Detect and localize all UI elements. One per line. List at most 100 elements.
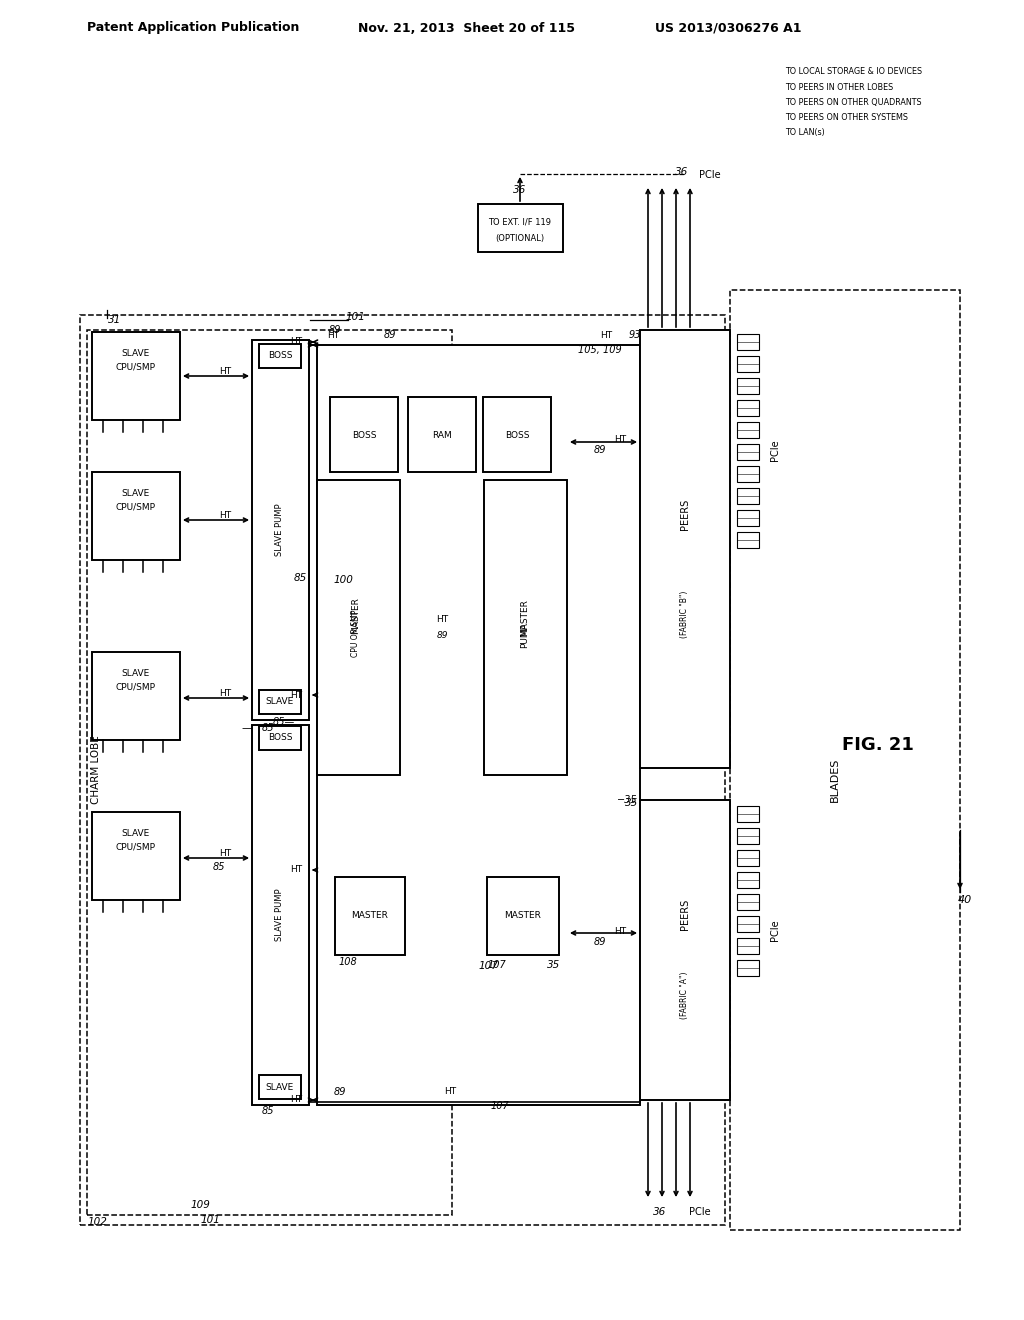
Text: RAM: RAM xyxy=(432,430,452,440)
Text: 35: 35 xyxy=(626,799,639,808)
Text: PCIe: PCIe xyxy=(770,919,780,941)
Text: SLAVE: SLAVE xyxy=(122,829,151,838)
Text: HT: HT xyxy=(219,689,231,698)
Text: PEERS: PEERS xyxy=(680,499,690,529)
Text: MASTER: MASTER xyxy=(520,599,529,636)
Polygon shape xyxy=(259,690,301,714)
Text: 100: 100 xyxy=(333,576,353,585)
Text: −35: −35 xyxy=(616,795,637,805)
Text: HT: HT xyxy=(436,615,449,624)
Text: HT: HT xyxy=(290,1096,302,1105)
Text: 107: 107 xyxy=(478,961,498,972)
Text: —: — xyxy=(242,723,253,733)
Polygon shape xyxy=(737,356,759,372)
Polygon shape xyxy=(252,341,309,719)
Text: HT: HT xyxy=(614,928,626,936)
Polygon shape xyxy=(640,330,730,768)
Text: HT: HT xyxy=(219,511,231,520)
Polygon shape xyxy=(737,828,759,843)
Text: 36: 36 xyxy=(513,185,526,195)
Text: CPU/SMP: CPU/SMP xyxy=(116,363,156,371)
Polygon shape xyxy=(730,290,961,1230)
Text: SLAVE: SLAVE xyxy=(122,350,151,359)
Text: HT: HT xyxy=(290,338,302,346)
Text: TO PEERS ON OTHER QUADRANTS: TO PEERS ON OTHER QUADRANTS xyxy=(785,98,922,107)
Text: BOSS: BOSS xyxy=(267,734,292,742)
Polygon shape xyxy=(408,397,476,473)
Text: SLAVE: SLAVE xyxy=(122,490,151,499)
Text: PCIe: PCIe xyxy=(770,440,780,461)
Text: 89: 89 xyxy=(334,1086,346,1097)
Text: HT: HT xyxy=(290,866,302,874)
Text: 89: 89 xyxy=(329,325,341,335)
Text: SLAVE: SLAVE xyxy=(266,1082,294,1092)
Text: CPU/SMP: CPU/SMP xyxy=(116,682,156,692)
Text: 93: 93 xyxy=(629,330,641,341)
Polygon shape xyxy=(737,510,759,525)
Text: MASTER: MASTER xyxy=(505,912,542,920)
Text: TO PEERS ON OTHER SYSTEMS: TO PEERS ON OTHER SYSTEMS xyxy=(785,112,908,121)
Text: BOSS: BOSS xyxy=(352,430,376,440)
Text: 108: 108 xyxy=(339,957,357,968)
Text: CPU OR SMP: CPU OR SMP xyxy=(351,610,360,656)
Text: 85: 85 xyxy=(262,723,274,733)
Polygon shape xyxy=(640,800,730,1100)
Text: US 2013/0306276 A1: US 2013/0306276 A1 xyxy=(654,21,801,34)
Text: SLAVE: SLAVE xyxy=(266,697,294,706)
Text: TO LOCAL STORAGE & IO DEVICES: TO LOCAL STORAGE & IO DEVICES xyxy=(785,67,923,77)
Text: 107: 107 xyxy=(487,960,507,970)
Text: 85: 85 xyxy=(262,1106,274,1115)
Text: CPU/SMP: CPU/SMP xyxy=(116,842,156,851)
Polygon shape xyxy=(92,812,180,900)
Polygon shape xyxy=(478,205,563,252)
Polygon shape xyxy=(252,725,309,1105)
Text: TO PEERS IN OTHER LOBES: TO PEERS IN OTHER LOBES xyxy=(785,82,893,91)
Polygon shape xyxy=(737,807,759,822)
Polygon shape xyxy=(737,488,759,504)
Polygon shape xyxy=(487,876,559,954)
Text: MASTER: MASTER xyxy=(351,598,360,635)
Text: 89: 89 xyxy=(594,445,606,455)
Polygon shape xyxy=(737,894,759,909)
Text: 85—: 85— xyxy=(272,717,295,727)
Text: 36: 36 xyxy=(653,1206,667,1217)
Polygon shape xyxy=(483,397,551,473)
Polygon shape xyxy=(87,330,452,1214)
Polygon shape xyxy=(737,532,759,548)
Text: BOSS: BOSS xyxy=(505,430,529,440)
Text: 40: 40 xyxy=(957,895,972,906)
Polygon shape xyxy=(317,345,640,1105)
Text: 89: 89 xyxy=(384,330,396,341)
Text: SLAVE PUMP: SLAVE PUMP xyxy=(275,888,285,941)
Polygon shape xyxy=(92,473,180,560)
Text: (OPTIONAL): (OPTIONAL) xyxy=(496,234,545,243)
Text: SLAVE PUMP: SLAVE PUMP xyxy=(275,504,285,556)
Text: 101: 101 xyxy=(345,312,365,322)
Text: 85: 85 xyxy=(293,573,306,583)
Polygon shape xyxy=(484,480,567,775)
Text: 89: 89 xyxy=(594,937,606,946)
Polygon shape xyxy=(259,1074,301,1100)
Polygon shape xyxy=(259,345,301,368)
Text: HT: HT xyxy=(219,850,231,858)
Polygon shape xyxy=(737,400,759,416)
Text: HT: HT xyxy=(219,367,231,376)
Polygon shape xyxy=(737,334,759,350)
Text: (FABRIC "A"): (FABRIC "A") xyxy=(681,972,689,1019)
Polygon shape xyxy=(335,876,406,954)
Text: Patent Application Publication: Patent Application Publication xyxy=(87,21,299,34)
Text: TO EXT. I/F 119: TO EXT. I/F 119 xyxy=(488,218,552,227)
Text: PCIe: PCIe xyxy=(699,170,721,180)
Text: HT: HT xyxy=(290,690,302,700)
Text: TO LAN(s): TO LAN(s) xyxy=(785,128,824,136)
Text: HT: HT xyxy=(600,330,612,339)
Polygon shape xyxy=(737,378,759,393)
Polygon shape xyxy=(737,850,759,866)
Text: HT: HT xyxy=(444,1088,456,1097)
Text: FIG. 21: FIG. 21 xyxy=(842,737,914,754)
Polygon shape xyxy=(737,916,759,932)
Text: 101: 101 xyxy=(200,1214,220,1225)
Polygon shape xyxy=(737,444,759,459)
Polygon shape xyxy=(737,422,759,438)
Text: 36: 36 xyxy=(676,168,688,177)
